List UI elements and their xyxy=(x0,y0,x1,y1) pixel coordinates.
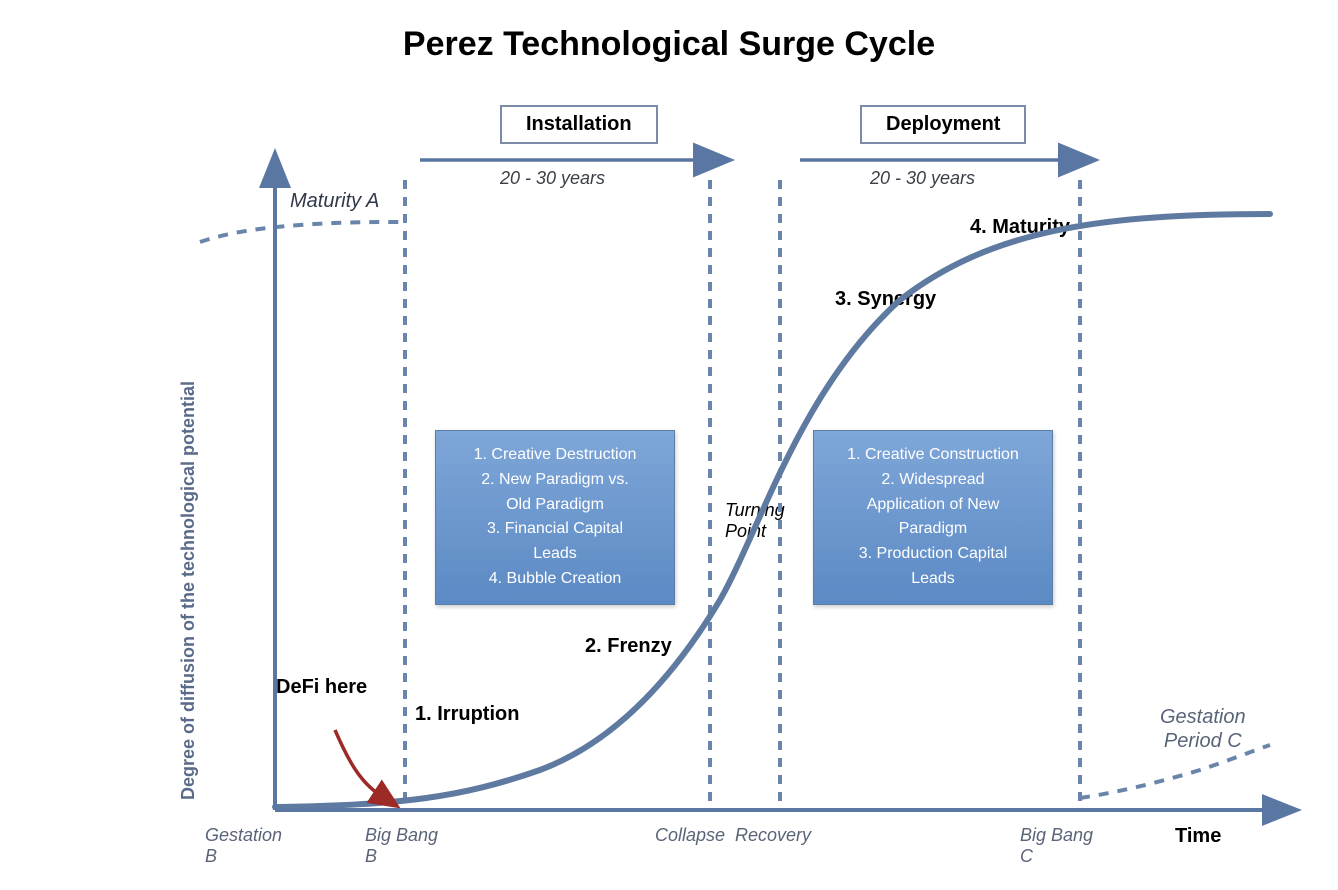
xtick-l2: B xyxy=(365,846,377,866)
phase-box-deployment: Deployment xyxy=(860,105,1026,144)
y-axis-label: Degree of diffusion of the technological… xyxy=(178,381,199,800)
phase-box-installation: Installation xyxy=(500,105,658,144)
chart-plot-area xyxy=(200,170,1270,810)
x-tick-bigbang-c: Big Bang C xyxy=(1020,825,1130,867)
x-tick-gestation-b: Gestation B xyxy=(205,825,315,867)
xtick-l2: C xyxy=(1020,846,1033,866)
x-tick-bigbang-b: Big Bang B xyxy=(365,825,475,867)
chart-svg xyxy=(200,170,1270,830)
xtick-l2: B xyxy=(205,846,217,866)
chart-title: Perez Technological Surge Cycle xyxy=(0,25,1338,64)
